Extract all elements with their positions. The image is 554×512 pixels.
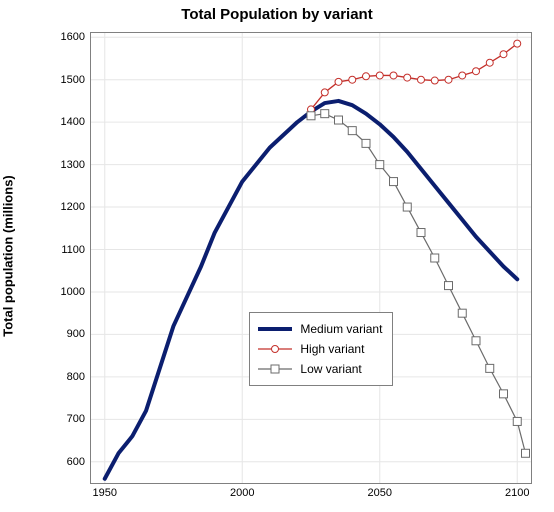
- legend-label: High variant: [300, 342, 364, 356]
- y-tick-label: 1000: [45, 286, 91, 298]
- legend-label: Medium variant: [300, 322, 382, 336]
- y-tick-label: 1300: [45, 159, 91, 171]
- legend-item: High variant: [258, 339, 382, 359]
- y-tick-label: 600: [45, 456, 91, 468]
- x-tick-label: 1950: [93, 483, 117, 499]
- legend-swatch: [258, 362, 292, 376]
- legend-swatch: [258, 342, 292, 356]
- chart-title: Total Population by variant: [0, 6, 554, 23]
- y-tick-label: 1400: [45, 116, 91, 128]
- x-tick-label: 2050: [368, 483, 392, 499]
- chart-container: Total Population by variant Total popula…: [0, 0, 554, 512]
- x-tick-label: 2000: [230, 483, 254, 499]
- plot-area: Medium variantHigh variantLow variant 60…: [90, 32, 532, 484]
- y-tick-label: 1100: [45, 244, 91, 256]
- y-tick-label: 1500: [45, 74, 91, 86]
- legend: Medium variant High variant Low variant: [249, 312, 393, 386]
- y-tick-label: 700: [45, 413, 91, 425]
- x-tick-label: 2100: [505, 483, 529, 499]
- legend-label: Low variant: [300, 362, 361, 376]
- legend-item: Low variant: [258, 359, 382, 379]
- plot-svg: [91, 33, 531, 483]
- y-tick-label: 1200: [45, 201, 91, 213]
- y-tick-label: 1600: [45, 31, 91, 43]
- legend-swatch: [258, 322, 292, 336]
- y-tick-label: 900: [45, 328, 91, 340]
- legend-item: Medium variant: [258, 319, 382, 339]
- y-axis-label: Total population (millions): [1, 175, 16, 337]
- y-tick-label: 800: [45, 371, 91, 383]
